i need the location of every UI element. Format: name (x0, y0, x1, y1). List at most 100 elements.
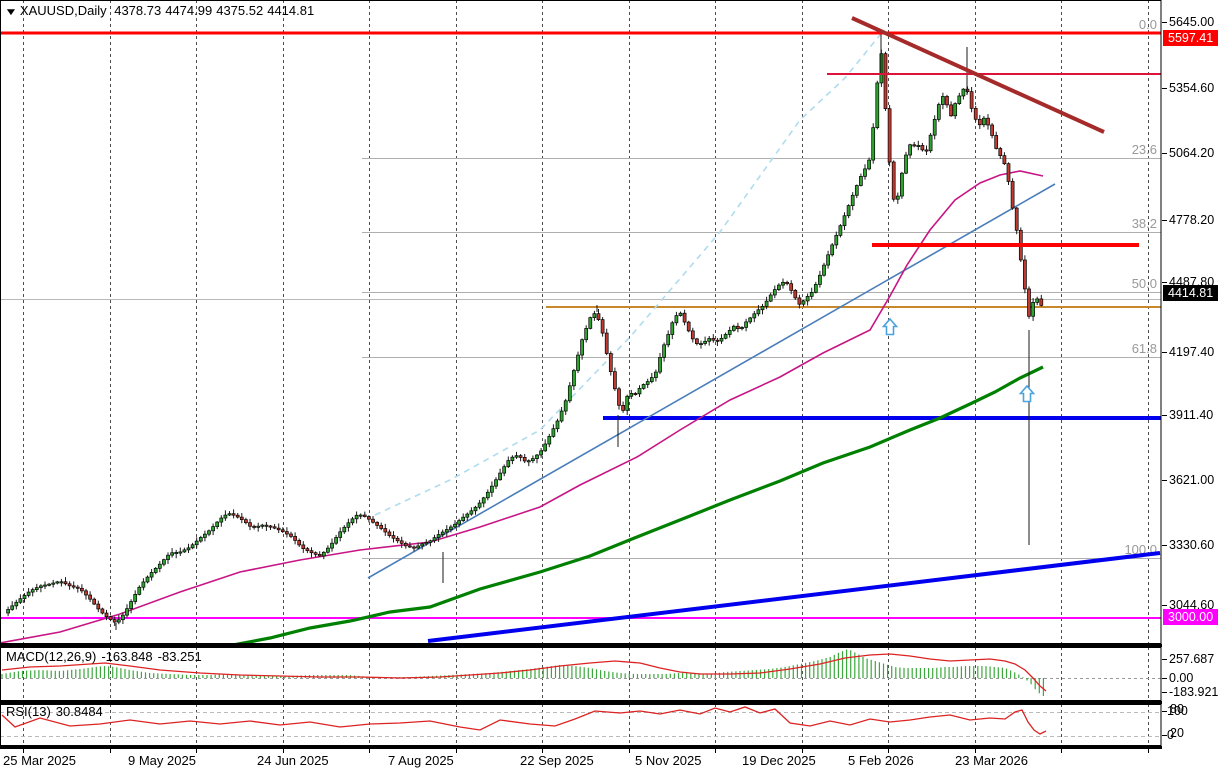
rsi-axis-label: 80 (1170, 702, 1184, 716)
grid-vertical-lines (23, 704, 1149, 746)
time-axis-tick (456, 749, 457, 753)
rsi-axis-label: 100 (1167, 704, 1188, 718)
macd-axis-label: 257.687 (1169, 652, 1215, 666)
time-axis-tick (196, 749, 197, 753)
price-axis-tick (1162, 220, 1167, 221)
price-axis-tick (1162, 352, 1167, 353)
time-axis-tick (1148, 749, 1149, 753)
price-axis-tick (1162, 415, 1167, 416)
price-axis-tick (1162, 153, 1167, 154)
macd-main-value: -163.848 (101, 649, 153, 664)
ohlc-low-value: 4375.52 (216, 3, 264, 18)
price-axis-tick (1162, 692, 1167, 693)
time-axis-tick (283, 749, 284, 753)
fast-moving-average (0, 170, 1044, 644)
time-axis-tick (369, 749, 370, 753)
panel-splitter[interactable] (0, 644, 1162, 647)
rsi-panel-border (0, 704, 1162, 746)
price-axis-label: 4778.20 (1169, 213, 1215, 227)
panel-splitter[interactable] (0, 701, 1162, 704)
rsi-name-label: RSI(13) (6, 704, 51, 719)
price-axis-tick (1162, 605, 1167, 606)
price-badge: 4414.81 (1163, 285, 1219, 301)
time-axis-tick (888, 749, 889, 753)
rsi-value: 30.8484 (55, 704, 103, 719)
price-axis[interactable]: 5645.00 5354.60 5064.20 4778.20 4487.80 4197.… (1162, 0, 1229, 771)
time-axis-label: 5 Feb 2026 (848, 753, 914, 768)
price-axis-tick (1162, 545, 1167, 546)
macd-signal-value: -83.251 (157, 649, 202, 664)
rsi-indicator-panel[interactable]: RSI(13) 30.8484 (0, 704, 1162, 746)
fib-level-label: 61.8 (1132, 341, 1157, 356)
ohlc-high-value: 4474.99 (165, 3, 213, 18)
panel-splitter[interactable] (0, 746, 1162, 749)
time-axis-tick (23, 749, 24, 753)
time-axis-tick (975, 749, 976, 753)
time-axis-tick (715, 749, 716, 753)
price-axis-label: 5354.60 (1169, 81, 1215, 95)
candlestick-series (6, 34, 1044, 630)
grid-vertical-lines (23, 0, 1149, 643)
price-axis-label: 3330.60 (1169, 538, 1215, 552)
time-axis-tick (802, 749, 803, 753)
price-axis-tick (1162, 22, 1167, 23)
time-axis-label: 9 May 2025 (128, 753, 196, 768)
chart-title-bar: ▼ XAUUSD,Daily 4378.73 4474.99 4375.52 4414.… (4, 3, 318, 19)
price-axis-tick (1162, 735, 1167, 736)
time-axis-tick (542, 749, 543, 753)
price-axis-tick (1162, 678, 1167, 679)
rsi-label-row: RSI(13) 30.8484 (6, 704, 108, 719)
macd-signal-line (1, 653, 1047, 692)
main-chart-panel[interactable]: 0.0 23.6 38.2 50.0 61.8 100.0 ▼ XAUUSD,Daily 4… (0, 0, 1162, 644)
price-axis-tick (1162, 711, 1167, 712)
ohlc-close-value: 4414.81 (267, 3, 315, 18)
rsi-canvas[interactable] (0, 704, 1162, 746)
price-axis-label: 5064.20 (1169, 146, 1215, 160)
price-axis-tick (1162, 480, 1167, 481)
time-axis-label: 5 Nov 2025 (635, 753, 702, 768)
fib-level-label: 50.0 (1132, 276, 1157, 291)
time-axis-tick (629, 749, 630, 753)
macd-canvas[interactable] (0, 647, 1162, 701)
ohlc-open-value: 4378.73 (114, 3, 162, 18)
macd-histogram (1, 649, 1045, 697)
time-axis-label: 23 Mar 2026 (955, 753, 1028, 768)
symbol-dropdown-icon[interactable]: ▼ (4, 7, 18, 18)
time-axis-label: 22 Sep 2025 (520, 753, 594, 768)
fib-level-label: 38.2 (1132, 216, 1157, 231)
main-chart-border (0, 0, 1162, 644)
macd-name-label: MACD(12,26,9) (6, 649, 97, 664)
time-axis-label: 24 Jun 2025 (257, 753, 329, 768)
slow-moving-average (232, 365, 1044, 644)
rsi-line (1, 706, 1047, 735)
macd-panel-border (0, 647, 1162, 701)
time-axis[interactable]: 25 Mar 2025 9 May 2025 24 Jun 2025 7 Aug 20… (0, 749, 1162, 771)
descending-red-trendline (851, 16, 1105, 134)
buy-signal-arrow-icon (881, 317, 899, 336)
price-badge: 5597.41 (1163, 30, 1219, 46)
symbol-timeframe-label: XAUUSD,Daily (19, 3, 107, 18)
time-axis-tick (110, 749, 111, 753)
fib-level-label: 23.6 (1132, 142, 1157, 157)
dashed-channel-line (374, 29, 885, 516)
macd-axis-label: 0.00 (1169, 671, 1194, 685)
price-badge: 3000.00 (1163, 609, 1219, 625)
bottom-blue-trendline (427, 551, 1161, 643)
price-axis-label: 3621.00 (1169, 473, 1215, 487)
chart-column: 0.0 23.6 38.2 50.0 61.8 100.0 ▼ XAUUSD,Daily 4… (0, 0, 1162, 771)
price-axis-tick (1162, 282, 1167, 283)
rsi-axis-label: 20 (1170, 726, 1184, 740)
price-axis-tick (1162, 88, 1167, 89)
price-axis-label: 3044.60 (1169, 598, 1215, 612)
macd-axis-label: -183.921 (1169, 685, 1219, 699)
price-axis-label: 5645.00 (1169, 15, 1215, 29)
price-axis-label: 3911.40 (1169, 408, 1214, 422)
buy-signal-arrow-icon (1018, 384, 1036, 403)
rising-steel-trendline (367, 183, 1056, 579)
fib-level-label: 0.0 (1139, 17, 1157, 32)
price-axis-label: 4197.40 (1169, 345, 1215, 359)
macd-indicator-panel[interactable]: MACD(12,26,9) -163.848 -83.251 (0, 647, 1162, 701)
